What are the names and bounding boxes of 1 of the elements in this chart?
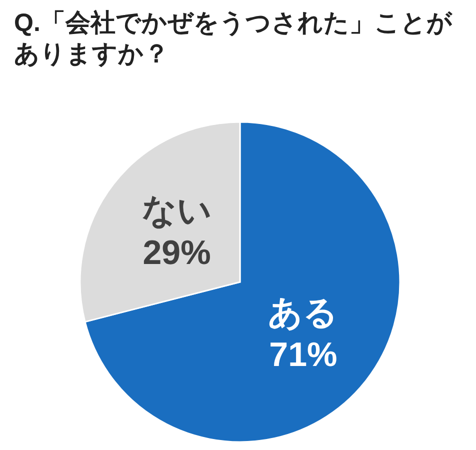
title: Q.「会社でかぜをうつされた」ことがありますか？: [14, 8, 454, 70]
